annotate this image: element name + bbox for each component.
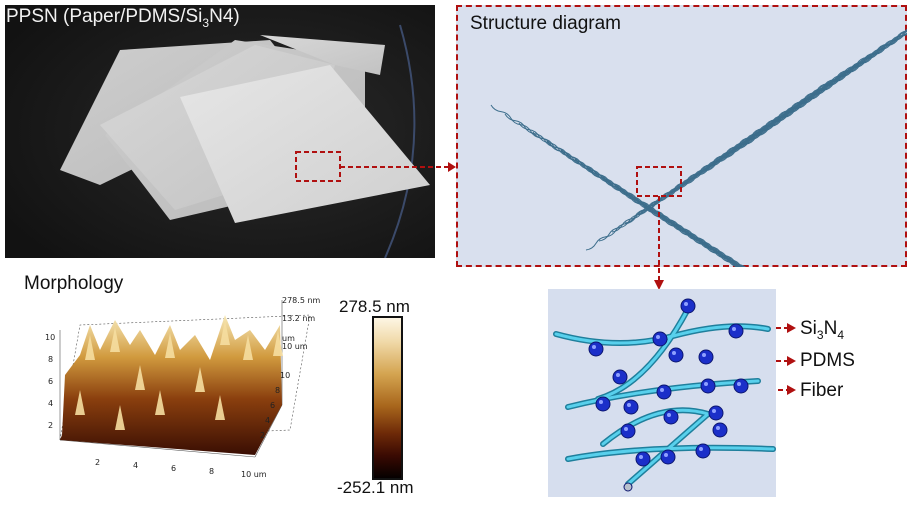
si3n4-bead (733, 378, 749, 394)
pdms-label: PDMS (800, 350, 855, 371)
photo-panel (5, 5, 435, 258)
bead-highlight (616, 373, 620, 377)
si3n4-bead (588, 341, 604, 357)
bead-highlight (664, 453, 668, 457)
arrowhead-structure (448, 162, 456, 172)
si3n4-label: Si3N4 (800, 318, 845, 342)
x-tick-label: 6 (171, 464, 176, 473)
x-tick-label: 4 (133, 461, 138, 470)
colorbar-max-label: 278.5 nm (339, 297, 410, 316)
bead-highlight (624, 427, 628, 431)
colorbar-min-label: -252.1 nm (337, 478, 414, 497)
bead-highlight (599, 400, 603, 404)
afm-peak (110, 327, 120, 352)
bead-highlight (639, 455, 643, 459)
y-tick-label-right: 6 (270, 401, 275, 410)
si3n4-bead (728, 323, 744, 339)
x-tick-label: 8 (209, 467, 214, 476)
bead-highlight (704, 382, 708, 386)
bead-highlight (656, 335, 660, 339)
afm-peak (115, 405, 125, 430)
si3n4-bead (623, 399, 639, 415)
si3n4-bead (652, 331, 668, 347)
x-tick-label: 10 um (241, 470, 267, 479)
y-tick-label-right: 8 (275, 386, 280, 395)
axis-unit-label: um (282, 334, 295, 343)
si3n4-bead (595, 396, 611, 412)
y-tick-label: 10 (45, 333, 55, 342)
y-tick-label-right: 2 (260, 431, 265, 440)
arrowhead-fiber (787, 385, 796, 395)
si3n4-bead (663, 409, 679, 425)
si3n4-bead (656, 384, 672, 400)
si3n4-bead (680, 298, 696, 314)
afm-peak (75, 390, 85, 415)
afm-peak (220, 320, 230, 345)
mesh-fiber (806, 30, 907, 98)
structure-zoom-box (636, 166, 682, 197)
si3n4-bead (695, 443, 711, 459)
bead-highlight (699, 447, 703, 451)
si3n4-bead (708, 405, 724, 421)
si3n4-bead (668, 347, 684, 363)
si3n4-bead (660, 449, 676, 465)
bead-highlight (627, 403, 631, 407)
photo-zoom-box (295, 151, 341, 182)
z-mid-label: 13.2 nm (282, 314, 315, 323)
afm-peak (243, 335, 253, 360)
si3n4-bead (635, 451, 651, 467)
mesh-fiber (793, 28, 907, 107)
bead-highlight (660, 388, 664, 392)
afm-peak (215, 395, 225, 420)
arrowhead-zoom (654, 280, 664, 290)
afm-peak (273, 331, 283, 356)
morphology-title: Morphology (24, 273, 124, 294)
fiber-bead-illustration (553, 298, 776, 492)
structure-diagram-title: Structure diagram (470, 13, 622, 34)
photo-title: PPSN (Paper/PDMS/Si3N4) (6, 6, 240, 30)
y-tick-label: 6 (48, 377, 53, 386)
afm-peak (85, 335, 95, 360)
si3n4-bead (698, 349, 714, 365)
fiber-label: Fiber (800, 380, 844, 401)
bead-highlight (667, 413, 671, 417)
structure-diagram-panel (456, 5, 907, 267)
axis-end-label: 10 um (282, 342, 308, 351)
bead-highlight (732, 327, 736, 331)
si3n4-bead (612, 369, 628, 385)
y-tick-label-right: 10 (280, 371, 290, 380)
bead-highlight (712, 409, 716, 413)
afm-peak (155, 390, 165, 415)
bead-highlight (592, 345, 596, 349)
y-tick-label: 2 (48, 421, 53, 430)
bead-highlight (716, 426, 720, 430)
y-tick-label: 4 (48, 399, 53, 408)
x-tick-label: 2 (95, 458, 100, 467)
y-tick-label-right: 4 (265, 416, 270, 425)
bead-highlight (684, 302, 688, 306)
si3n4-bead (700, 378, 716, 394)
bead-highlight (702, 353, 706, 357)
z-max-label: 278.5 nm (282, 296, 321, 305)
fiber-mesh-illustration (490, 28, 907, 267)
arrowhead-pdms (787, 356, 796, 366)
bead-highlight (737, 382, 741, 386)
y-tick-label: 8 (48, 355, 53, 364)
si3n4-bead (712, 422, 728, 438)
afm-peak (135, 365, 145, 390)
afm-peak (195, 367, 205, 392)
bead-highlight (672, 351, 676, 355)
height-colorbar (372, 316, 403, 480)
arrowhead-si3n4 (787, 323, 796, 333)
si3n4-bead (623, 482, 633, 492)
si3n4-bead (620, 423, 636, 439)
paper-sheets-photo (5, 5, 435, 258)
afm-peak (165, 333, 175, 358)
